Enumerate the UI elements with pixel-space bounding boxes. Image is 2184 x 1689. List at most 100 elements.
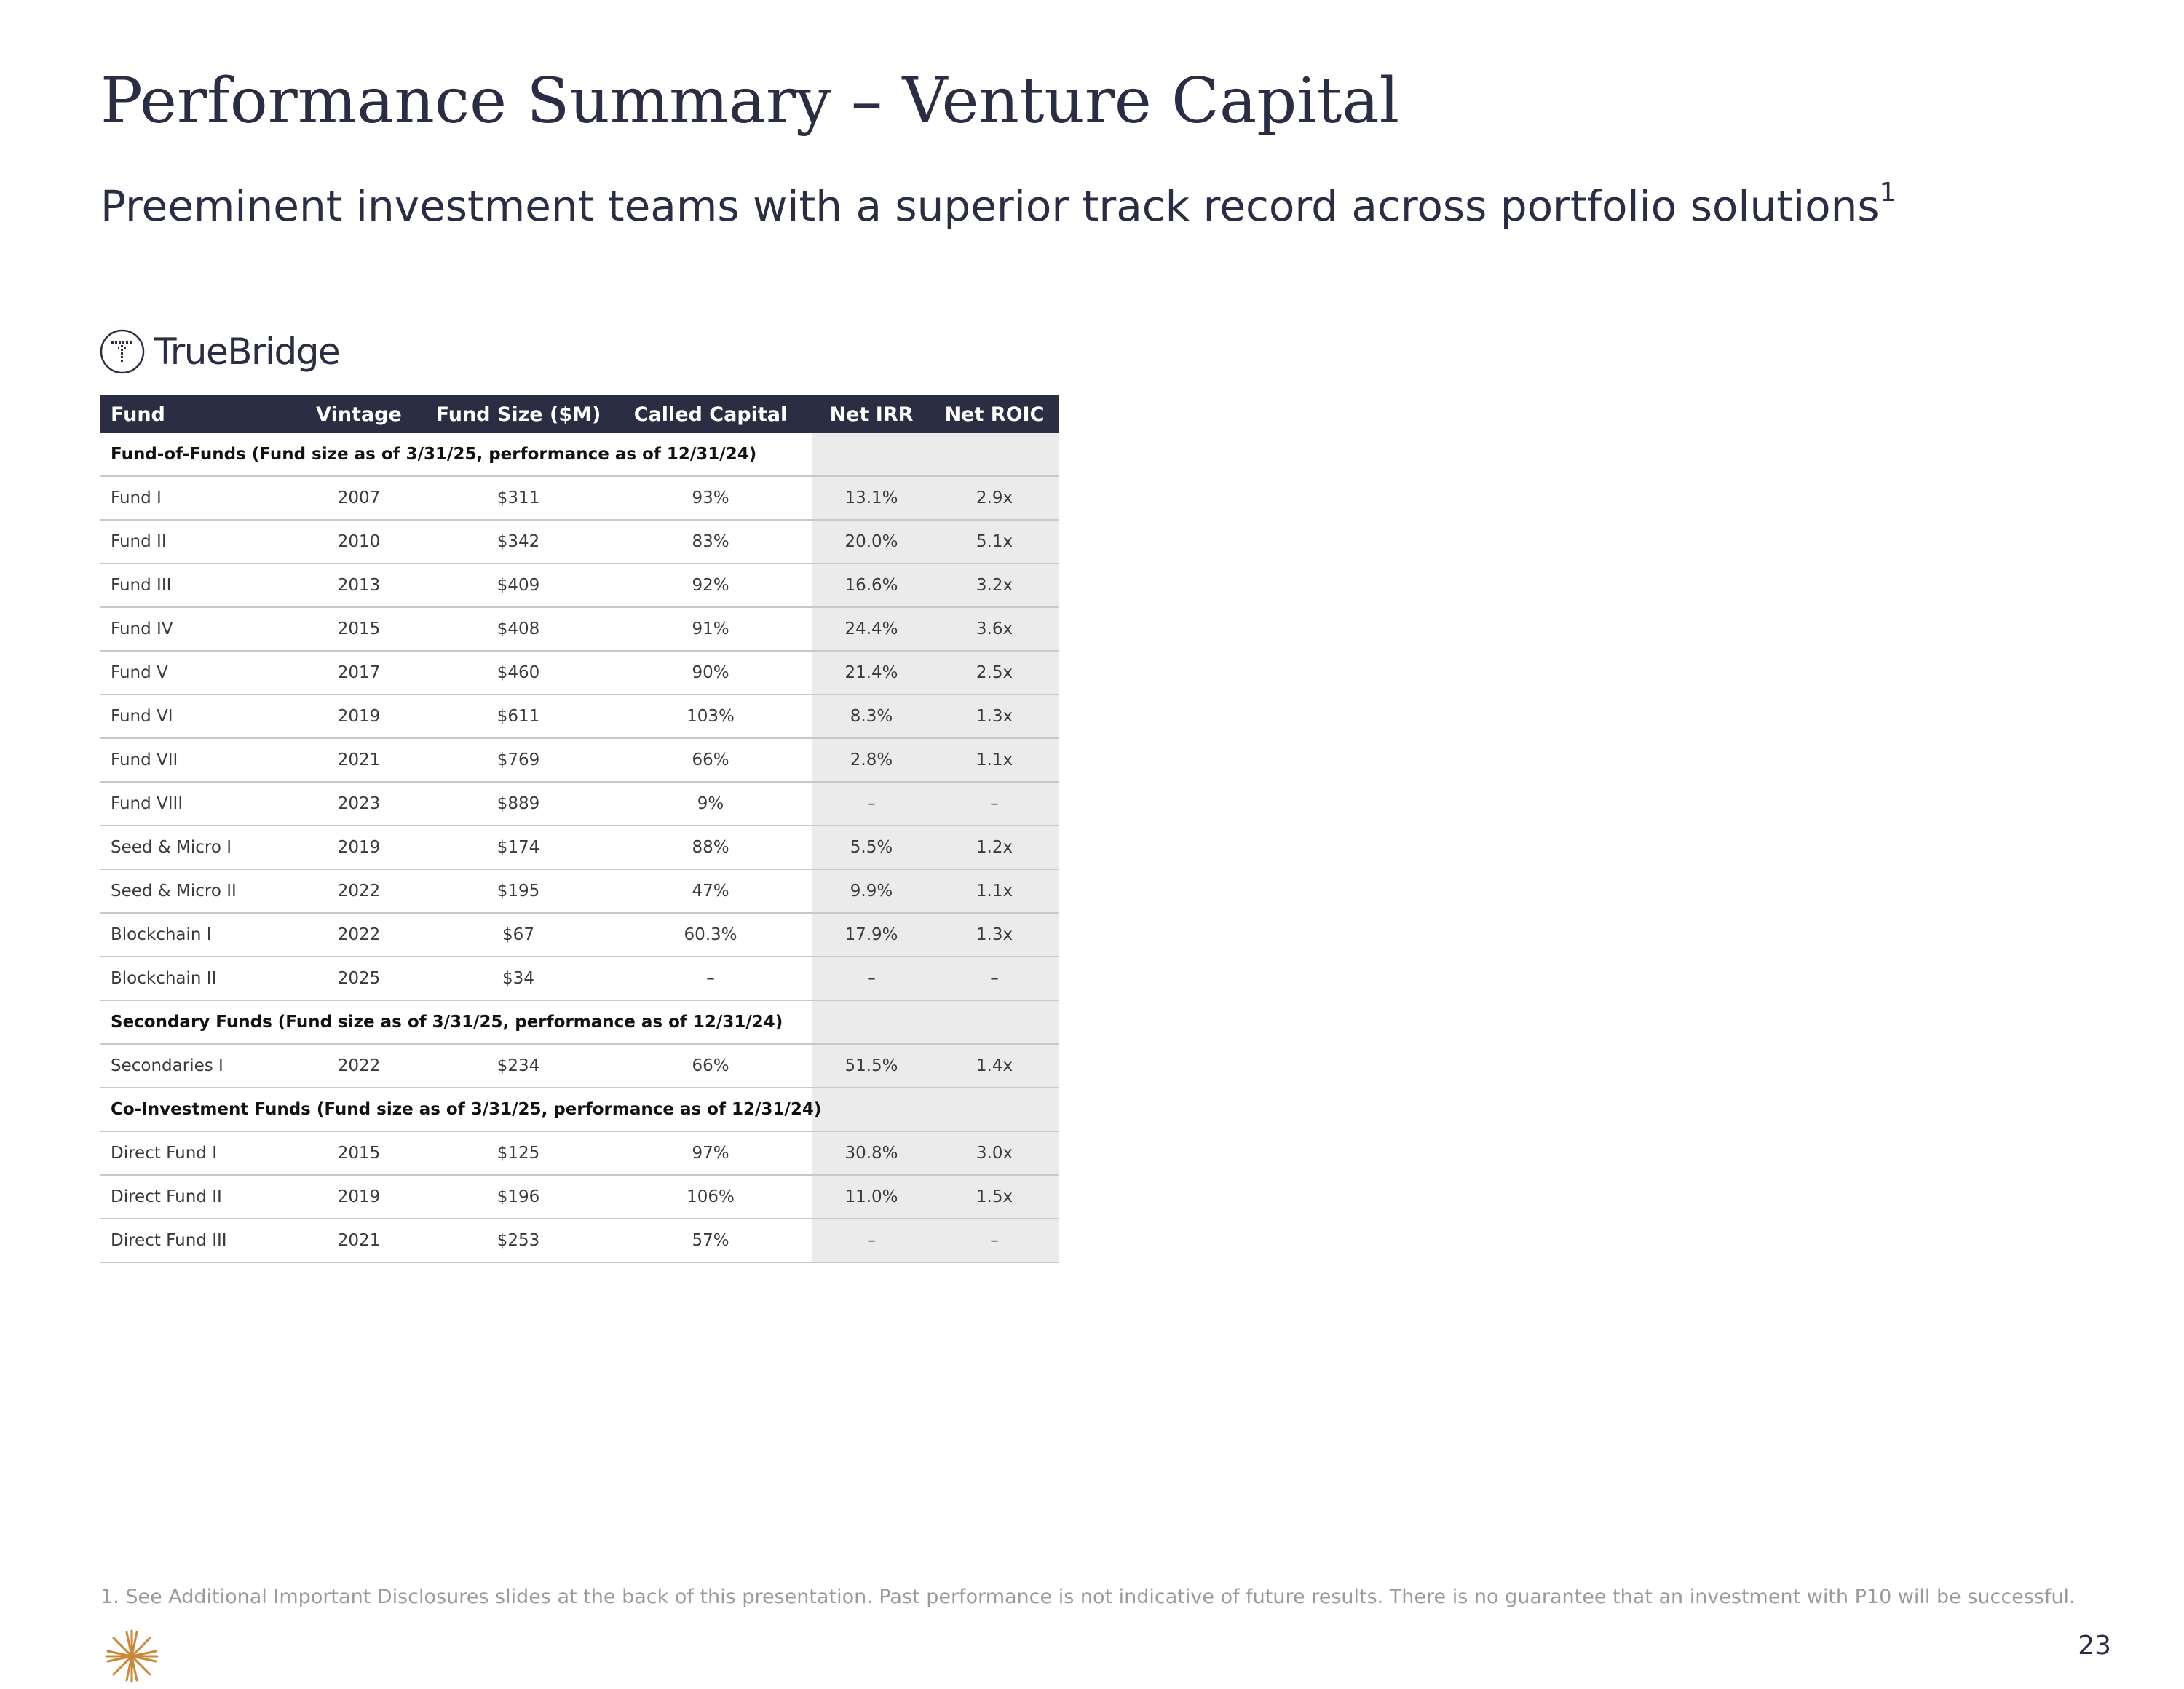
vintage-cell: 2021: [290, 738, 428, 783]
fund-name-cell: Fund III: [100, 563, 290, 608]
vintage-cell: 2022: [290, 869, 428, 914]
section-label: Secondary Funds (Fund size as of 3/31/25…: [100, 1000, 812, 1045]
table-row: Fund II 2010 $342 83% 20.0% 5.1x: [100, 520, 1059, 564]
net-irr-cell: 16.6%: [812, 563, 930, 608]
vintage-cell: 2019: [290, 826, 428, 870]
net-irr-cell: –: [812, 957, 930, 1001]
table-row: Seed & Micro II 2022 $195 47% 9.9% 1.1x: [100, 869, 1059, 914]
called-capital-cell: 88%: [609, 826, 812, 870]
net-irr-cell: 30.8%: [812, 1131, 930, 1176]
net-roic-cell: 2.5x: [930, 651, 1059, 695]
section-header-row: Fund-of-Funds (Fund size as of 3/31/25, …: [100, 433, 1059, 477]
vintage-cell: 2022: [290, 1044, 428, 1088]
net-roic-cell: 1.3x: [930, 695, 1059, 739]
vintage-cell: 2022: [290, 913, 428, 957]
table-row: Fund VII 2021 $769 66% 2.8% 1.1x: [100, 738, 1059, 783]
fund-size-cell: $253: [428, 1219, 609, 1263]
page-subtitle: Preeminent investment teams with a super…: [100, 178, 1896, 231]
vintage-cell: 2025: [290, 957, 428, 1001]
fund-name-cell: Fund I: [100, 476, 290, 521]
net-roic-cell: 1.1x: [930, 869, 1059, 914]
fund-name-cell: Fund VI: [100, 695, 290, 739]
vintage-cell: 2021: [290, 1219, 428, 1263]
vintage-cell: 2013: [290, 563, 428, 608]
called-capital-cell: 9%: [609, 782, 812, 826]
table-header-row: Fund Vintage Fund Size ($M) Called Capit…: [100, 395, 1059, 433]
net-roic-cell: –: [930, 782, 1059, 826]
fund-size-cell: $409: [428, 563, 609, 608]
table-row: Fund III 2013 $409 92% 16.6% 3.2x: [100, 563, 1059, 608]
table-row: Seed & Micro I 2019 $174 88% 5.5% 1.2x: [100, 826, 1059, 870]
called-capital-cell: 103%: [609, 695, 812, 739]
called-capital-cell: 91%: [609, 607, 812, 652]
called-capital-cell: –: [609, 957, 812, 1001]
fund-size-cell: $769: [428, 738, 609, 783]
table-row: Direct Fund I 2015 $125 97% 30.8% 3.0x: [100, 1131, 1059, 1176]
table-row: Fund VIII 2023 $889 9% – –: [100, 782, 1059, 826]
fund-size-cell: $125: [428, 1131, 609, 1176]
table-body: Fund-of-Funds (Fund size as of 3/31/25, …: [100, 433, 1059, 1263]
brand-name: TrueBridge: [154, 331, 341, 373]
net-roic-cell: 1.1x: [930, 738, 1059, 783]
footnote-ref: 1: [1879, 178, 1896, 207]
vintage-cell: 2010: [290, 520, 428, 564]
fund-size-cell: $234: [428, 1044, 609, 1088]
fund-size-cell: $311: [428, 476, 609, 521]
fund-name-cell: Fund V: [100, 651, 290, 695]
fund-size-cell: $196: [428, 1175, 609, 1219]
fund-name-cell: Fund II: [100, 520, 290, 564]
net-irr-cell: 5.5%: [812, 826, 930, 870]
header-called-capital: Called Capital: [609, 395, 812, 433]
fund-size-cell: $460: [428, 651, 609, 695]
called-capital-cell: 90%: [609, 651, 812, 695]
net-roic-cell: –: [930, 957, 1059, 1001]
table-row: Fund I 2007 $311 93% 13.1% 2.9x: [100, 476, 1059, 521]
vintage-cell: 2007: [290, 476, 428, 521]
table-row: Blockchain I 2022 $67 60.3% 17.9% 1.3x: [100, 913, 1059, 957]
net-irr-cell: –: [812, 1219, 930, 1263]
vintage-cell: 2015: [290, 607, 428, 652]
called-capital-cell: 97%: [609, 1131, 812, 1176]
fund-name-cell: Seed & Micro I: [100, 826, 290, 870]
net-roic-cell: 3.2x: [930, 563, 1059, 608]
net-irr-cell: 8.3%: [812, 695, 930, 739]
fund-size-cell: $408: [428, 607, 609, 652]
fund-name-cell: Secondaries I: [100, 1044, 290, 1088]
net-roic-cell: 1.4x: [930, 1044, 1059, 1088]
section-shade-cell: [812, 1000, 1059, 1045]
net-irr-cell: 9.9%: [812, 869, 930, 914]
page-number: 23: [2078, 1631, 2111, 1661]
table-row: Blockchain II 2025 $34– – –: [100, 957, 1059, 1001]
net-roic-cell: 3.6x: [930, 607, 1059, 652]
net-roic-cell: 1.3x: [930, 913, 1059, 957]
net-irr-cell: 11.0%: [812, 1175, 930, 1219]
called-capital-cell: 60.3%: [609, 913, 812, 957]
table-row: Secondaries I 2022 $234 66% 51.5% 1.4x: [100, 1044, 1059, 1088]
fund-name-cell: Fund IV: [100, 607, 290, 652]
performance-table: Fund Vintage Fund Size ($M) Called Capit…: [100, 395, 1059, 1263]
vintage-cell: 2019: [290, 1175, 428, 1219]
section-label: Co-Investment Funds (Fund size as of 3/3…: [100, 1088, 821, 1132]
called-capital-cell: 66%: [609, 738, 812, 783]
called-capital-cell: 83%: [609, 520, 812, 564]
fund-size-cell: $889: [428, 782, 609, 826]
subtitle-text: Preeminent investment teams with a super…: [100, 181, 1880, 231]
net-roic-cell: 2.9x: [930, 476, 1059, 521]
net-roic-cell: 3.0x: [930, 1131, 1059, 1176]
table-row: Direct Fund II 2019 $196 106% 11.0% 1.5x: [100, 1175, 1059, 1219]
header-net-irr: Net IRR: [812, 395, 930, 433]
vintage-cell: 2019: [290, 695, 428, 739]
header-fund: Fund: [100, 395, 290, 433]
fund-name-cell: Blockchain I: [100, 913, 290, 957]
fund-name-cell: Direct Fund I: [100, 1131, 290, 1176]
net-roic-cell: 1.5x: [930, 1175, 1059, 1219]
net-roic-cell: 5.1x: [930, 520, 1059, 564]
net-irr-cell: 17.9%: [812, 913, 930, 957]
vintage-cell: 2023: [290, 782, 428, 826]
called-capital-cell: 66%: [609, 1044, 812, 1088]
called-capital-cell: 106%: [609, 1175, 812, 1219]
section-header-row: Secondary Funds (Fund size as of 3/31/25…: [100, 1000, 1059, 1045]
net-irr-cell: 21.4%: [812, 651, 930, 695]
net-roic-cell: 1.2x: [930, 826, 1059, 870]
fund-name-cell: Fund VIII: [100, 782, 290, 826]
